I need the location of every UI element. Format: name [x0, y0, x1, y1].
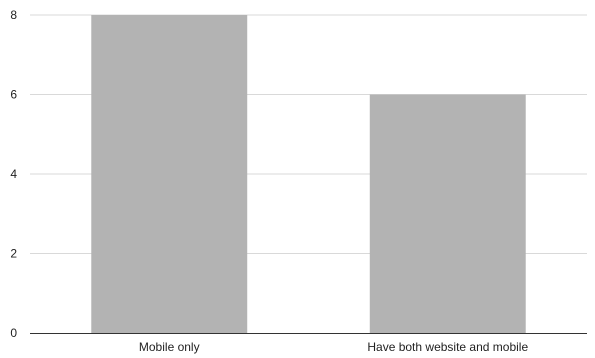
y-tick-label-0: 0 — [10, 326, 17, 340]
y-tick-label-2: 2 — [10, 247, 17, 261]
x-tick-label-1: Have both website and mobile — [367, 340, 528, 354]
bar-have-both-website-and-mobile — [369, 94, 526, 333]
x-axis-ticks: Mobile only Have both website and mobile — [139, 340, 529, 354]
y-axis-ticks: 0 2 4 6 8 — [10, 8, 17, 340]
x-tick-label-0: Mobile only — [139, 340, 200, 354]
y-tick-label-6: 6 — [10, 88, 17, 102]
bars — [91, 15, 526, 333]
y-tick-label-4: 4 — [10, 167, 17, 181]
bar-mobile-only — [91, 15, 248, 333]
y-tick-label-8: 8 — [10, 8, 17, 22]
